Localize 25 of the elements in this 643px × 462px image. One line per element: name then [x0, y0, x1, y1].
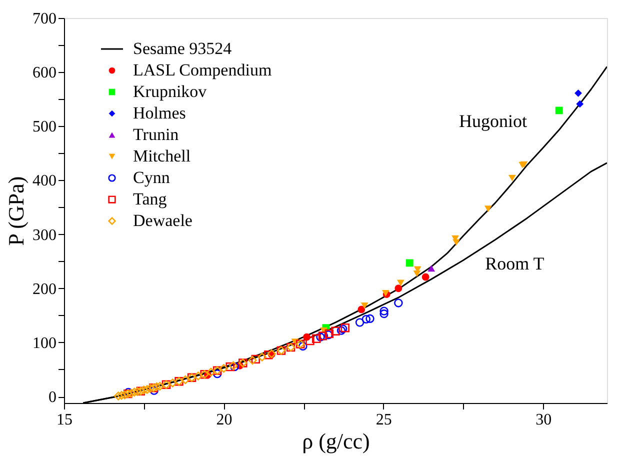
- y-tick-label: 400: [32, 172, 56, 190]
- legend-label: Krupnikov: [133, 82, 208, 101]
- annotation: Hugoniot: [458, 110, 527, 131]
- legend-label: Mitchell: [133, 146, 191, 166]
- x-tick-label: 30: [536, 412, 552, 428]
- legend-label: LASL Compendium: [133, 60, 272, 80]
- legend-label: Trunin: [133, 125, 180, 144]
- y-tick-label: 100: [32, 334, 56, 352]
- x-tick-label: 20: [216, 412, 232, 428]
- y-tick-label: 0: [48, 389, 56, 406]
- x-axis-title: ρ (g/cc): [302, 428, 370, 454]
- legend-label: Sesame 93524: [133, 39, 232, 58]
- y-tick-label: 200: [32, 280, 56, 298]
- x-tick-label: 25: [376, 412, 392, 428]
- legend-label: Holmes: [133, 104, 186, 122]
- y-tick-label: 600: [32, 64, 56, 82]
- legend-label: Cynn: [133, 168, 170, 187]
- y-tick-label: 500: [32, 118, 56, 136]
- x-tick-label: 15: [56, 412, 72, 428]
- legend-label: Tang: [133, 190, 168, 208]
- legend-label: Dewaele: [133, 211, 192, 230]
- y-tick-label: 300: [32, 226, 56, 244]
- y-tick-label: 700: [32, 10, 56, 28]
- y-axis-title: P (GPa): [4, 176, 28, 246]
- annotation: Room T: [485, 253, 544, 274]
